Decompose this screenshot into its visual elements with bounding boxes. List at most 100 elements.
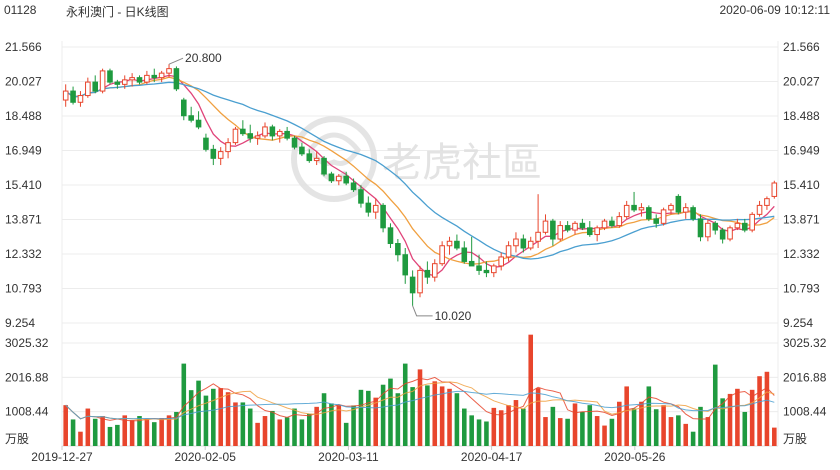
candle <box>550 218 556 246</box>
candle <box>483 261 490 278</box>
volume-bar-up <box>432 381 438 446</box>
candle-body-down <box>70 90 76 103</box>
candle-body-up <box>276 130 283 137</box>
candle <box>454 234 460 251</box>
date-tick-label: 2020-05-26 <box>604 450 666 464</box>
volume-bar-up <box>447 388 452 446</box>
candle-body-down <box>395 243 401 256</box>
candle <box>653 214 659 228</box>
price-axis: 21.566 21.566 20.027 20.027 18.488 18.488 16.9… <box>5 40 820 330</box>
volume-axis: 3025.32 3025.32 2016.88 2016.88 1008.44 1008.… <box>5 336 827 446</box>
candle-body-up <box>336 175 342 182</box>
candle <box>328 171 335 183</box>
candle <box>505 241 512 262</box>
volume-bar-down <box>712 364 718 446</box>
candle-body-up <box>557 225 564 240</box>
volume-bar-down <box>196 380 201 446</box>
volume-bar-down <box>742 411 748 446</box>
candle-body-down <box>299 146 305 155</box>
candle-body-down <box>476 265 482 271</box>
candle <box>417 265 423 298</box>
candle <box>217 147 224 166</box>
volume-bar-down <box>292 408 297 446</box>
candle <box>741 218 748 233</box>
candle <box>513 232 519 253</box>
candle <box>306 149 313 163</box>
candle-body-down <box>461 247 468 262</box>
volume-bar-down <box>395 393 401 446</box>
candle-body-up <box>572 222 578 231</box>
candle-body-down <box>675 195 682 213</box>
candle <box>675 194 682 215</box>
volume-bar-up <box>491 407 497 446</box>
candle-body-down <box>387 227 394 245</box>
candle-body-up <box>513 238 519 247</box>
volume-bar-up <box>572 403 578 446</box>
annotation-leader <box>168 57 184 65</box>
candle <box>144 70 150 85</box>
volume-bar-up <box>417 369 423 446</box>
candle-body-up <box>254 135 261 139</box>
candle <box>92 75 99 94</box>
volume-bar-up <box>528 334 534 446</box>
candle <box>358 185 364 208</box>
candle-body-down <box>203 137 209 150</box>
volume-bar-down <box>580 411 585 446</box>
volume-bar-up <box>535 388 541 446</box>
candle <box>276 129 283 143</box>
volume-bar-up <box>63 405 68 446</box>
volume-bar-down <box>211 388 216 446</box>
candle-body-down <box>697 218 704 238</box>
candle-body-up <box>727 227 733 240</box>
volume-tick-left: 1008.44 <box>5 405 49 419</box>
date-tick-label: 2019-12-27 <box>31 450 93 464</box>
volume-bar-down <box>720 398 725 446</box>
volume-bar-up <box>757 376 762 446</box>
price-annotations: 20.800 10.020 <box>168 51 472 323</box>
volume-bar-down <box>306 413 312 446</box>
volume-bar-up <box>498 410 504 446</box>
candle <box>564 221 571 233</box>
volume-bar-up <box>602 425 607 446</box>
price-tick-left: 12.332 <box>5 247 42 261</box>
candle <box>601 218 608 231</box>
volume-bar-up <box>255 422 260 446</box>
candle <box>498 252 504 271</box>
candle-body-down <box>343 175 349 184</box>
candle-body-down <box>107 70 113 83</box>
candle <box>756 200 763 217</box>
volume-bar-down <box>402 363 408 446</box>
candle <box>402 247 409 284</box>
volume-bar-up <box>668 417 674 446</box>
candle-body-up <box>616 216 623 227</box>
candle <box>166 64 172 78</box>
candle-body-up <box>417 269 423 294</box>
candle <box>527 236 534 251</box>
volume-bar-down <box>351 405 356 446</box>
chart-title: 永利澳门 - 日K线图 <box>66 5 169 19</box>
candle-body-down <box>712 222 719 231</box>
candle <box>121 75 128 89</box>
candle-body-down <box>240 128 246 135</box>
candle-body-up <box>225 142 231 153</box>
candle-body-up <box>705 222 711 238</box>
price-tick-left: 15.410 <box>5 178 42 192</box>
candle-body-up <box>498 256 504 267</box>
candle <box>712 221 719 235</box>
candle-body-down <box>136 77 143 83</box>
volume-bar-down <box>653 409 659 446</box>
candle-body-down <box>564 225 571 231</box>
candle-body-down <box>454 240 460 249</box>
volume-bar-down <box>476 419 482 446</box>
candle-body-up <box>121 79 128 85</box>
candle-body-down <box>358 189 364 204</box>
candle-body-down <box>92 81 99 92</box>
candle <box>638 203 645 217</box>
volume-tick-right: 3025.32 <box>783 336 827 350</box>
candle-body-up <box>372 204 379 213</box>
candle-body-up <box>439 245 445 265</box>
price-tick-right: 18.488 <box>783 109 820 123</box>
candle-body-up <box>232 128 239 144</box>
volume-tick-right: 1008.44 <box>783 405 827 419</box>
